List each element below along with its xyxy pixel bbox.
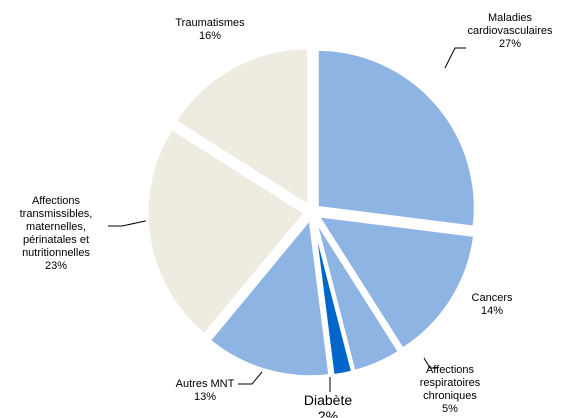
pie-slice xyxy=(315,47,477,229)
slice-name: Maladies cardiovasculaires xyxy=(467,12,553,37)
pie-slice xyxy=(311,218,355,378)
slice-value: 5% xyxy=(442,403,458,415)
slice-name: Diabète xyxy=(303,392,353,408)
leader-lines xyxy=(108,47,466,392)
slice-label: Maladies cardiovasculaires 27% xyxy=(462,12,558,51)
slice-name: Cancers xyxy=(471,292,513,304)
slice-label: Diabète 2% xyxy=(290,392,366,418)
slice-value: 13% xyxy=(193,391,217,403)
slice-name: Affections respiratoires chroniques xyxy=(419,364,481,402)
slice-value: 27% xyxy=(498,38,522,50)
leader-line xyxy=(238,371,263,385)
pie-slice xyxy=(314,213,477,352)
slice-name: Traumatismes xyxy=(175,17,245,29)
leader-line xyxy=(444,47,466,69)
slice-value: 14% xyxy=(480,305,504,317)
slice-label: Affections respiratoires chroniques 5% xyxy=(405,364,495,416)
pie-slice xyxy=(173,46,311,209)
slice-label: Affections transmissibles, maternelles, … xyxy=(0,195,112,273)
slice-label: Traumatismes 16% xyxy=(160,17,260,43)
leader-line xyxy=(423,357,438,369)
slice-name: Autres MNT xyxy=(175,378,235,390)
pie-slice xyxy=(313,217,402,374)
pie-slice xyxy=(207,215,332,379)
slice-name: Affections transmissibles, maternelles, … xyxy=(19,195,93,259)
slice-value: 16% xyxy=(198,30,222,42)
slice-label: Autres MNT 13% xyxy=(160,378,250,404)
pie-slice xyxy=(145,126,308,337)
slice-value: 2% xyxy=(317,408,339,418)
slice-value: 23% xyxy=(44,260,68,272)
slice-label: Cancers 14% xyxy=(450,292,534,318)
leader-line xyxy=(108,219,151,227)
